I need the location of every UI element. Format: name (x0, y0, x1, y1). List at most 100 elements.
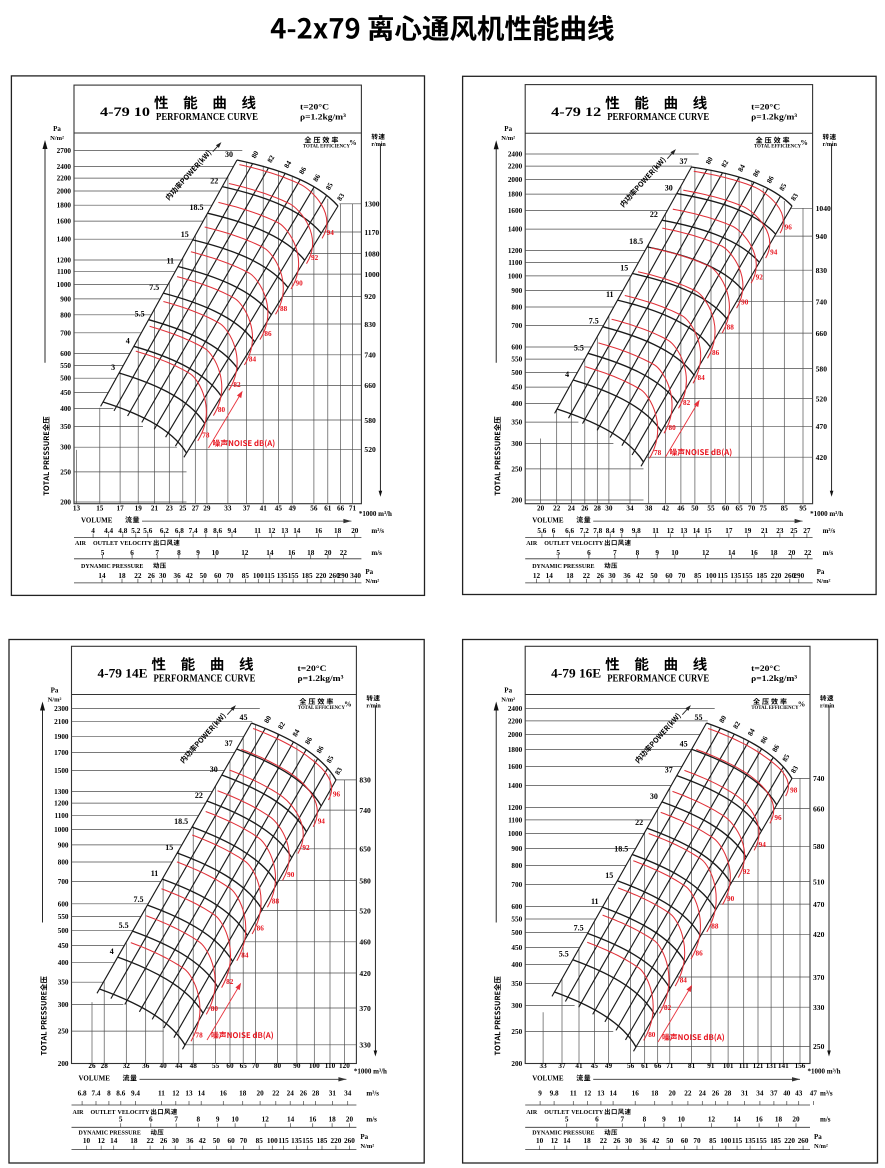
svg-text:15: 15 (96, 505, 104, 513)
svg-text:27: 27 (803, 527, 811, 535)
svg-text:95: 95 (799, 505, 807, 513)
svg-text:26: 26 (581, 505, 589, 513)
svg-text:4: 4 (91, 527, 95, 535)
svg-text:98: 98 (790, 787, 798, 795)
svg-text:290: 290 (793, 572, 804, 580)
svg-text:185: 185 (770, 1137, 781, 1145)
svg-text:600: 600 (60, 350, 71, 358)
svg-text:11: 11 (606, 290, 614, 299)
svg-text:6: 6 (552, 527, 556, 535)
svg-text:260: 260 (798, 1137, 809, 1145)
svg-text:8: 8 (107, 1090, 111, 1098)
svg-text:1500: 1500 (54, 767, 69, 775)
svg-text:65: 65 (240, 1062, 248, 1070)
svg-text:42: 42 (199, 1137, 207, 1145)
svg-text:84: 84 (291, 728, 302, 739)
svg-text:3: 3 (111, 363, 115, 372)
svg-text:580: 580 (813, 842, 825, 851)
svg-text:94: 94 (770, 249, 778, 257)
svg-text:580: 580 (364, 416, 376, 425)
svg-text:85: 85 (325, 754, 336, 765)
svg-text:22: 22 (684, 1090, 692, 1098)
svg-text:5: 5 (119, 1116, 123, 1124)
svg-text:155: 155 (756, 1137, 767, 1145)
svg-text:86: 86 (304, 735, 315, 746)
svg-text:8.6: 8.6 (116, 1090, 125, 1098)
svg-text:*1000 m³/h: *1000 m³/h (354, 1068, 387, 1076)
svg-text:290: 290 (338, 572, 349, 580)
svg-text:17: 17 (117, 505, 125, 513)
svg-text:25: 25 (790, 527, 798, 535)
svg-text:VELOCITY: VELOCITY (571, 541, 604, 547)
svg-text:TOTAL EFFICIENCY: TOTAL EFFICIENCY (751, 706, 799, 711)
svg-text:OUTLET: OUTLET (93, 541, 118, 547)
svg-text:9.4: 9.4 (131, 1090, 140, 1098)
svg-text:75: 75 (760, 505, 768, 513)
svg-text:PERFORMANCE CURVE: PERFORMANCE CURVE (154, 673, 256, 685)
svg-text:41: 41 (260, 505, 268, 513)
svg-text:56: 56 (310, 505, 318, 513)
svg-text:34: 34 (344, 1090, 352, 1098)
svg-text:94: 94 (318, 817, 326, 825)
svg-text:2400: 2400 (508, 151, 523, 159)
svg-text:600: 600 (511, 344, 522, 352)
svg-text:1100: 1100 (508, 816, 522, 824)
svg-text:45: 45 (680, 739, 688, 748)
svg-text:800: 800 (511, 304, 522, 312)
svg-text:16: 16 (288, 549, 296, 557)
svg-text:90: 90 (741, 299, 749, 307)
svg-text:13: 13 (73, 505, 81, 513)
svg-text:20: 20 (351, 527, 359, 535)
svg-text:60: 60 (665, 572, 673, 580)
svg-text:18.5: 18.5 (174, 817, 188, 826)
svg-text:OUTLET: OUTLET (544, 541, 569, 547)
svg-text:5: 5 (556, 549, 560, 557)
svg-text:8: 8 (204, 527, 208, 535)
svg-text:4-79 12: 4-79 12 (551, 105, 601, 119)
svg-text:200: 200 (511, 1060, 522, 1068)
svg-text:78: 78 (654, 449, 662, 457)
svg-text:85: 85 (324, 181, 335, 192)
svg-text:660: 660 (813, 804, 825, 813)
svg-text:%: % (798, 700, 806, 709)
svg-text:350: 350 (58, 979, 69, 987)
svg-text:65: 65 (736, 505, 744, 513)
svg-text:8: 8 (643, 1116, 647, 1124)
svg-text:22: 22 (272, 1090, 280, 1098)
svg-text:16: 16 (315, 527, 323, 535)
svg-text:37: 37 (225, 739, 233, 748)
svg-text:9: 9 (655, 549, 659, 557)
svg-text:9.8: 9.8 (632, 527, 641, 535)
svg-text:PRESSURE: PRESSURE (563, 1131, 594, 1137)
svg-text:24: 24 (699, 1090, 707, 1098)
svg-text:42: 42 (186, 572, 194, 580)
svg-text:12: 12 (533, 572, 541, 580)
svg-text:370: 370 (359, 1004, 371, 1013)
svg-text:15: 15 (165, 843, 173, 852)
svg-text:10: 10 (678, 1116, 686, 1124)
svg-text:1080: 1080 (364, 249, 379, 258)
svg-text:700: 700 (511, 881, 522, 889)
svg-text:1400: 1400 (508, 782, 523, 790)
svg-text:185: 185 (756, 572, 767, 580)
svg-text:26: 26 (88, 1062, 96, 1070)
svg-text:550: 550 (511, 916, 522, 924)
svg-text:%: % (349, 138, 357, 147)
svg-text:OUTLET: OUTLET (544, 1110, 569, 1116)
svg-text:26: 26 (712, 1090, 720, 1098)
svg-text:26: 26 (613, 1137, 621, 1145)
svg-text:580: 580 (359, 876, 371, 885)
svg-text:8: 8 (177, 549, 181, 557)
svg-text:28: 28 (312, 1090, 320, 1098)
svg-text:4: 4 (110, 947, 114, 956)
svg-text:71: 71 (349, 505, 357, 513)
svg-text:121: 121 (753, 1062, 764, 1070)
svg-text:260: 260 (344, 1137, 355, 1145)
svg-text:7.8: 7.8 (593, 527, 602, 535)
svg-text:940: 940 (816, 232, 828, 241)
svg-text:700: 700 (60, 329, 71, 337)
svg-text:6.8: 6.8 (175, 527, 184, 535)
svg-text:100: 100 (706, 572, 717, 580)
svg-text:900: 900 (511, 287, 522, 295)
svg-text:20: 20 (788, 549, 796, 557)
